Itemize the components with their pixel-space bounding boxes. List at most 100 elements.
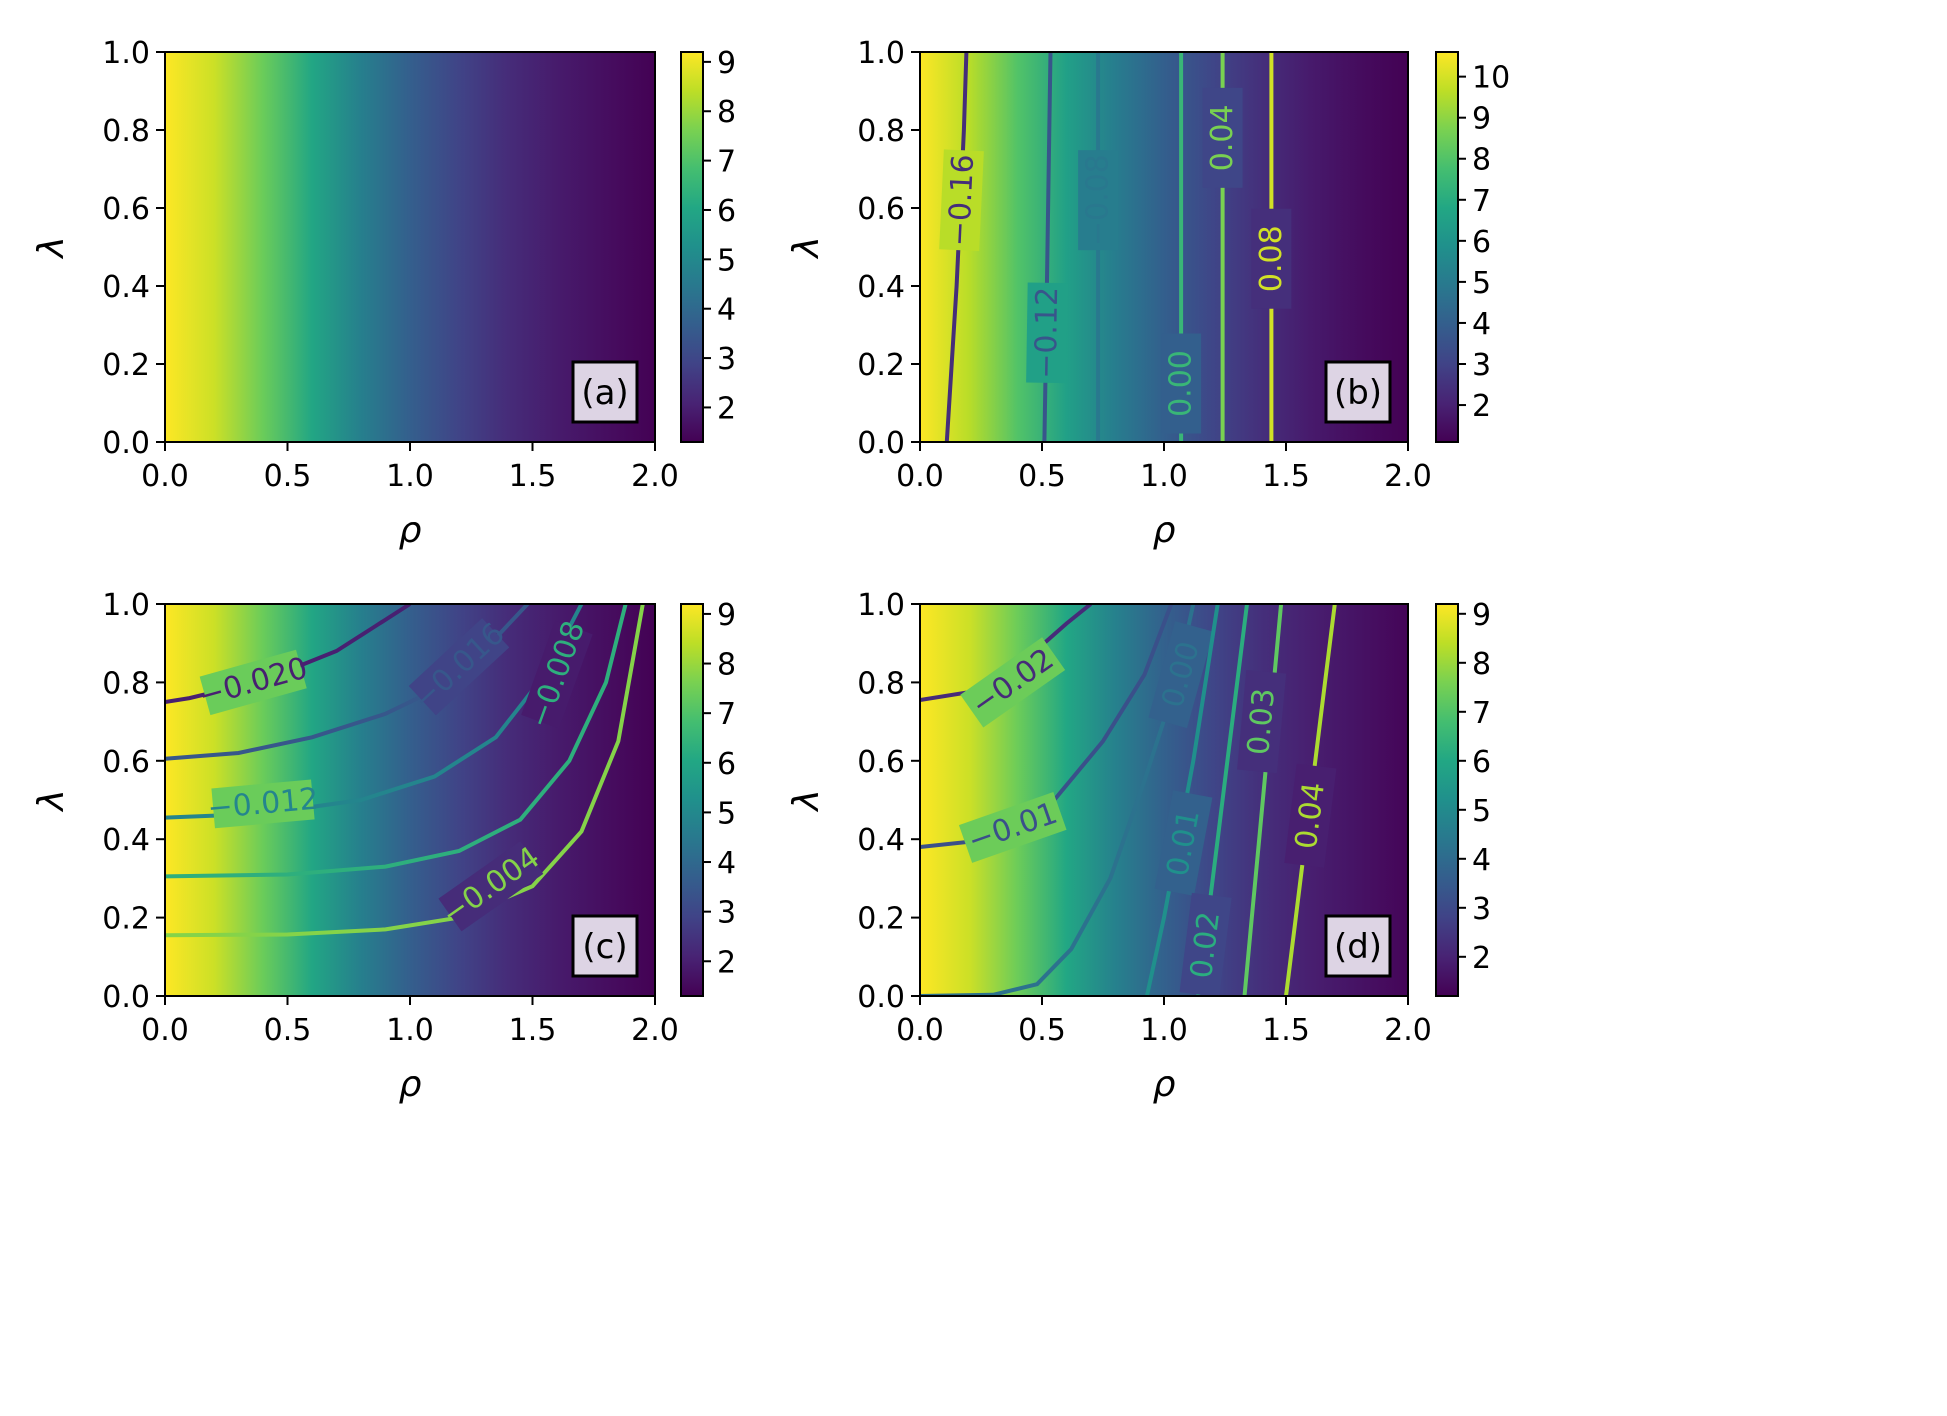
contour-label-gap [1148,621,1214,729]
colorbar-tick-label: 6 [1472,225,1491,260]
colorbar-tick-label: 7 [717,697,736,732]
contour-label: 0.04 [1205,104,1240,171]
colorbar: 2 3 4 5 6 7 8 9 [1435,598,1491,997]
contour-label-gap [1179,892,1232,996]
contour-label: 0.02 [1184,910,1227,981]
y-tick-label: 0.8 [102,666,150,701]
colorbar-tick-label: 10 [1472,61,1510,96]
x-axis-label: ρ [1153,510,1176,551]
y-tick-label: 0.0 [102,980,150,1015]
colorbar-tick-label: 5 [1472,794,1491,829]
y-tick-label: 1.0 [857,36,905,71]
x-tick-label: 1.5 [1262,1013,1310,1048]
y-tick-label: 0.8 [857,114,905,149]
contour-label: −0.16 [942,153,981,246]
colorbar-scale [680,603,704,997]
y-tick-label: 0.4 [102,270,150,305]
colorbar-tick-label: 9 [717,46,736,81]
x-axis-label: ρ [399,1064,422,1105]
contour-label-gap [408,618,510,716]
colorbar-tick-label: 2 [717,391,736,426]
x-tick-label: 0.0 [896,459,944,494]
y-tick-label: 0.0 [857,426,905,461]
colorbar-tick-label: 4 [717,293,736,328]
colorbar-tick-label: 8 [717,648,736,683]
y-tick-label: 0.4 [857,270,905,305]
panel-label-box: (b) [1324,360,1392,424]
contour-label-gap [1284,763,1337,868]
colorbar-scale [680,51,704,443]
colorbar-tick-label: 9 [1472,102,1491,137]
panel-label: (a) [581,373,628,413]
x-tick-label: 0.0 [141,459,189,494]
contour-label-gap [521,620,593,729]
colorbar-tick-label: 3 [717,896,736,931]
y-tick-label: 0.0 [857,980,905,1015]
colorbar: 2 3 4 5 6 7 8 9 [680,46,736,443]
y-tick-label: 0.6 [857,745,905,780]
x-tick-label: 1.0 [1140,459,1188,494]
y-tick-label: 1.0 [102,588,150,623]
y-axis-label: λ [31,789,72,812]
y-tick-label: 1.0 [857,588,905,623]
contour-label-gap [438,841,544,932]
contour-label: 0.04 [1289,780,1332,851]
colorbar-tick-label: 6 [717,747,736,782]
contour-group [165,604,645,938]
x-axis-label: ρ [399,510,422,551]
y-tick-label: 0.0 [102,426,150,461]
y-axis-label: λ [31,236,72,259]
panel-label: (c) [582,927,627,967]
colorbar: 2 3 4 5 6 7 8 9 [680,598,736,997]
panel-label-box: (a) [571,360,639,424]
contour-label: −0.08 [1081,154,1116,246]
colorbar-tick-label: 4 [1472,843,1491,878]
contour-label-gap [1202,87,1243,188]
contour-line [165,604,628,879]
panel-label-box: (c) [571,914,639,978]
colorbar-tick-label: 8 [1472,143,1491,178]
x-tick-label: 0.5 [264,459,312,494]
x-tick-label: 0.5 [264,1013,312,1048]
contour-label-gap [1237,669,1287,774]
contour-label-gap [1251,208,1292,309]
colorbar-tick-label: 8 [1472,647,1491,682]
x-tick-label: 0.0 [896,1013,944,1048]
x-tick-label: 0.5 [1018,1013,1066,1048]
contour-group [920,604,1337,996]
contour-label-gap [960,637,1066,728]
contour-label-gap [1161,333,1202,434]
y-axis-label: λ [786,236,827,259]
colorbar-tick-label: 9 [717,598,736,633]
contour-label-gap [1078,150,1119,251]
y-tick-label: 0.2 [102,902,150,937]
contour-label: 0.08 [1254,225,1289,292]
x-tick-label: 0.0 [141,1013,189,1048]
contour-label-gap [958,792,1067,863]
colorbar-tick-label: 9 [1472,598,1491,633]
x-tick-label: 2.0 [1384,459,1432,494]
colorbar-tick-label: 7 [1472,184,1491,219]
colorbar-tick-label: 5 [1472,266,1491,301]
colorbar-tick-label: 3 [1472,892,1491,927]
colorbar-tick-label: 5 [717,796,736,831]
panel-label: (d) [1334,927,1382,967]
y-tick-label: 0.8 [102,114,150,149]
panel-d: −0.02−0.010.000.010.020.030.040.0 0.5 1.0 1… [786,588,1491,1105]
panel-label-box: (d) [1324,914,1392,978]
x-axis-label: ρ [1153,1064,1176,1105]
y-axis-label: λ [786,789,827,812]
y-tick-label: 0.6 [102,745,150,780]
y-tick-label: 0.6 [857,192,905,227]
y-tick-label: 1.0 [102,36,150,71]
x-tick-label: 1.5 [509,1013,557,1048]
colorbar-scale [1435,603,1459,997]
colorbar-tick-label: 4 [717,846,736,881]
contour-label: 0.03 [1241,687,1282,757]
colorbar-tick-label: 8 [717,95,736,130]
y-tick-label: 0.2 [857,348,905,383]
colorbar-tick-label: 3 [717,342,736,377]
y-tick-label: 0.4 [857,823,905,858]
colorbar-tick-label: 4 [1472,307,1491,342]
y-tick-label: 0.8 [857,666,905,701]
